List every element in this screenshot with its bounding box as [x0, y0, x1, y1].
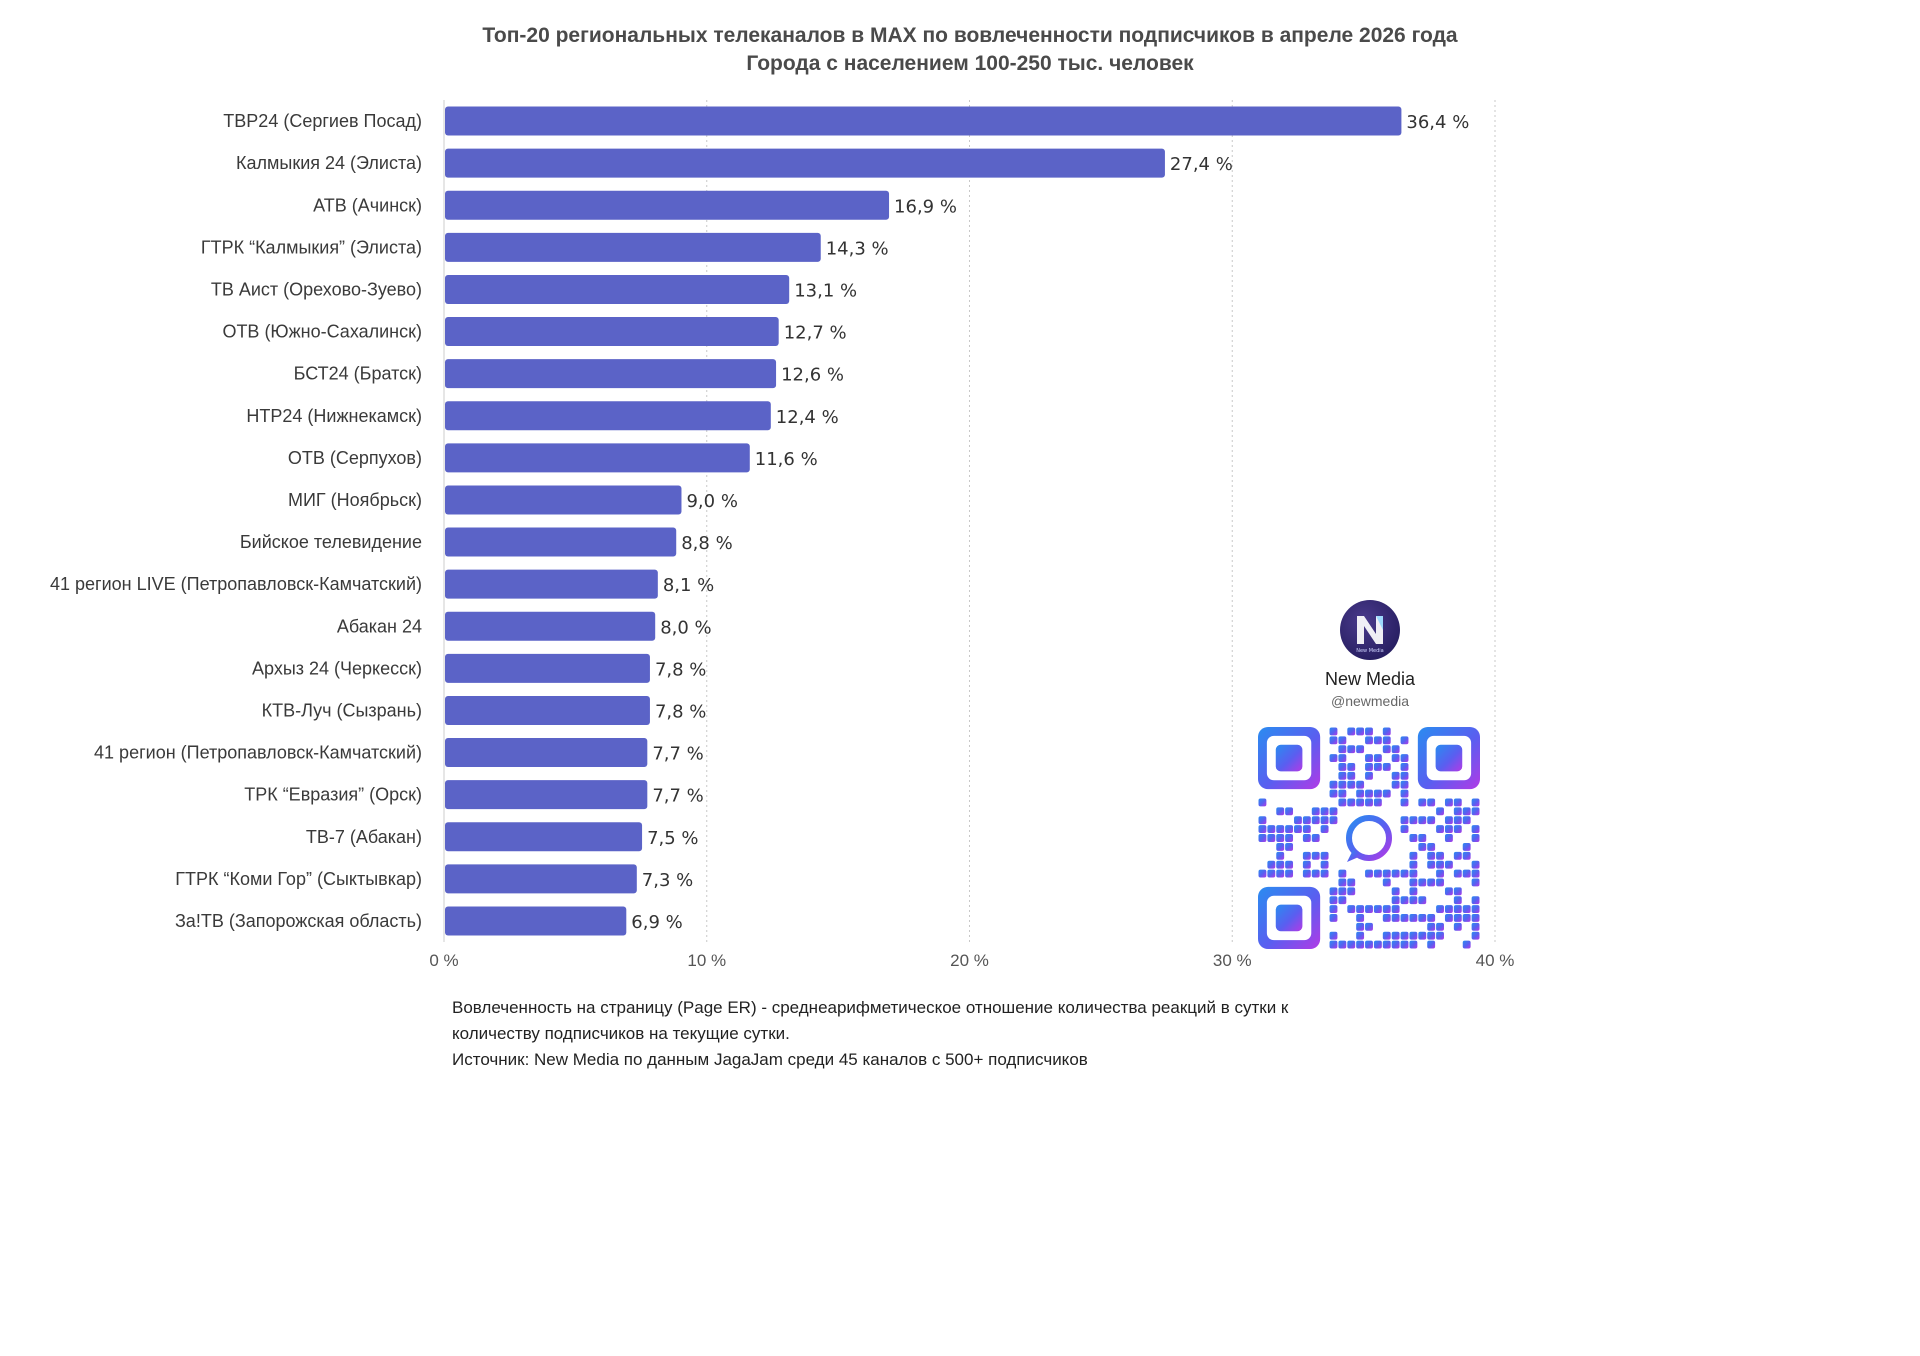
bar: [445, 569, 658, 599]
x-tick-label: 40 %: [1476, 951, 1515, 970]
category-label: МИГ (Ноябрьск): [288, 490, 422, 510]
logo-text: New Media: [1356, 648, 1384, 654]
bar: [445, 864, 637, 894]
value-label: 12,4 %: [776, 407, 839, 428]
value-label: 9,0 %: [686, 491, 737, 512]
value-label: 7,7 %: [652, 786, 703, 807]
value-label: 12,6 %: [781, 365, 844, 386]
category-label: АТВ (Ачинск): [313, 195, 422, 215]
category-label: БСТ24 (Братск): [294, 364, 422, 384]
bar: [445, 653, 650, 683]
bar: [445, 695, 650, 725]
value-label: 16,9 %: [894, 196, 957, 217]
new-media-logo: New Media: [1340, 600, 1400, 660]
bar: [445, 232, 821, 262]
bar: [445, 317, 779, 347]
value-label: 11,6 %: [755, 449, 818, 470]
bar: [445, 527, 677, 557]
value-label: 7,7 %: [652, 744, 703, 765]
brand-name: New Media: [1324, 669, 1416, 689]
bar: [445, 359, 777, 389]
bar-chart: 0 % 10 % 20 % 30 % 40 % ТВР24 (Сергиев Посад)…: [50, 100, 1515, 970]
bar: [445, 738, 648, 768]
value-label: 36,4 %: [1406, 112, 1469, 133]
category-label: ОТВ (Южно-Сахалинск): [222, 322, 422, 342]
bar: [445, 485, 682, 515]
category-label: Архыз 24 (Черкесск): [252, 658, 422, 678]
bar: [445, 443, 750, 473]
category-label: ГТРК “Коми Гор” (Сыктывкар): [175, 869, 422, 889]
category-label: Абакан 24: [337, 616, 422, 636]
category-label: ОТВ (Серпухов): [288, 448, 422, 468]
category-label: НТР24 (Нижнекамск): [246, 406, 422, 426]
category-label: ГТРК “Калмыкия” (Элиста): [201, 237, 422, 257]
footnote-source: Источник: New Media по данным JagaJam ср…: [452, 1050, 1088, 1069]
bar: [445, 611, 656, 641]
category-label: ТВ Аист (Орехово-Зуево): [211, 279, 422, 299]
chart-title: Топ-20 региональных телеканалов в MAX по…: [482, 24, 1458, 47]
category-label: ТВР24 (Сергиев Посад): [223, 111, 422, 131]
value-label: 8,1 %: [663, 575, 714, 596]
category-label: Калмыкия 24 (Элиста): [236, 153, 422, 173]
value-label: 14,3 %: [826, 238, 889, 259]
bar: [445, 401, 771, 431]
value-label: 7,3 %: [642, 870, 693, 891]
bar: [445, 148, 1165, 178]
value-label: 7,5 %: [647, 828, 698, 849]
category-label: 41 регион LIVE (Петропавловск-Камчатский…: [50, 574, 422, 594]
x-tick-label: 10 %: [687, 951, 726, 970]
brand-handle: @newmedia: [1330, 693, 1410, 709]
x-tick-label: 0 %: [429, 951, 458, 970]
value-label: 8,0 %: [660, 617, 711, 638]
bar: [445, 906, 627, 936]
value-label: 7,8 %: [655, 659, 706, 680]
category-label: ТРК “Евразия” (Орск): [244, 785, 422, 805]
category-label: ТВ-7 (Абакан): [306, 827, 422, 847]
bar: [445, 274, 790, 304]
chart-subtitle: Города с населением 100-250 тыс. человек: [746, 52, 1194, 75]
value-label: 13,1 %: [794, 280, 857, 301]
bar: [445, 190, 890, 220]
value-label: 6,9 %: [631, 912, 682, 933]
bar: [445, 822, 643, 852]
value-label: 8,8 %: [681, 533, 732, 554]
x-tick-label: 20 %: [950, 951, 989, 970]
footnote-line-2: количеству подписчиков на текущие сутки.: [452, 1024, 790, 1043]
bar: [445, 106, 1402, 136]
value-label: 7,8 %: [655, 701, 706, 722]
qr-code-icon[interactable]: [1258, 727, 1480, 949]
category-label: 41 регион (Петропавловск-Камчатский): [94, 743, 422, 763]
category-label: За!ТВ (Запорожская область): [175, 911, 422, 931]
category-label: Бийское телевидение: [240, 532, 422, 552]
x-tick-label: 30 %: [1213, 951, 1252, 970]
value-label: 27,4 %: [1170, 154, 1233, 175]
bar: [445, 780, 648, 810]
category-label: КТВ-Луч (Сызрань): [262, 700, 422, 720]
value-label: 12,7 %: [784, 323, 847, 344]
footnote-line-1: Вовлеченность на страницу (Page ER) - ср…: [452, 998, 1289, 1017]
logo-mark-icon: New Media: [1356, 616, 1384, 654]
